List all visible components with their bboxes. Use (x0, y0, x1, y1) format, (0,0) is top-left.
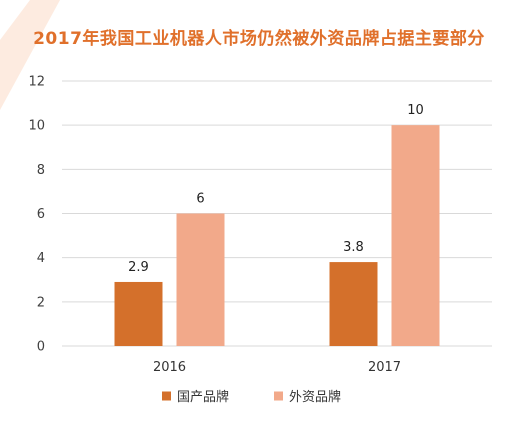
data-label: 2.9 (128, 260, 149, 275)
data-label: 10 (407, 103, 424, 118)
x-tick-label: 2017 (368, 360, 401, 375)
bar-2017-series-0 (329, 262, 378, 346)
bar-2016-series-0 (114, 281, 163, 346)
y-tick-label: 4 (37, 251, 45, 266)
x-axis-ticks: 2016 2017 (153, 360, 401, 375)
data-labels: 2.9 6 3.8 10 (128, 103, 424, 275)
legend-label: 外资品牌 (289, 389, 341, 405)
legend-swatch (162, 391, 171, 401)
x-tick-label: 2016 (153, 360, 186, 375)
legend: 国产品牌 外资品牌 (162, 389, 341, 405)
y-tick-label: 2 (37, 295, 45, 310)
data-label: 3.8 (343, 240, 364, 255)
chart-title: 2017年我国工业机器人市场仍然被外资品牌占据主要部分 (33, 29, 485, 49)
y-tick-label: 10 (28, 119, 45, 134)
bar-2017-series-1 (391, 125, 440, 347)
legend-label: 国产品牌 (177, 389, 229, 405)
bar-2016-series-1 (176, 213, 225, 346)
y-tick-label: 0 (37, 340, 45, 355)
bars (114, 125, 440, 347)
y-tick-label: 12 (28, 75, 45, 90)
corner-decoration (0, 0, 60, 110)
y-axis-ticks: 0 2 4 6 8 10 12 (28, 75, 45, 355)
legend-swatch (274, 391, 283, 401)
y-tick-label: 8 (37, 163, 45, 178)
data-label: 6 (196, 192, 204, 207)
y-tick-label: 6 (37, 207, 45, 222)
